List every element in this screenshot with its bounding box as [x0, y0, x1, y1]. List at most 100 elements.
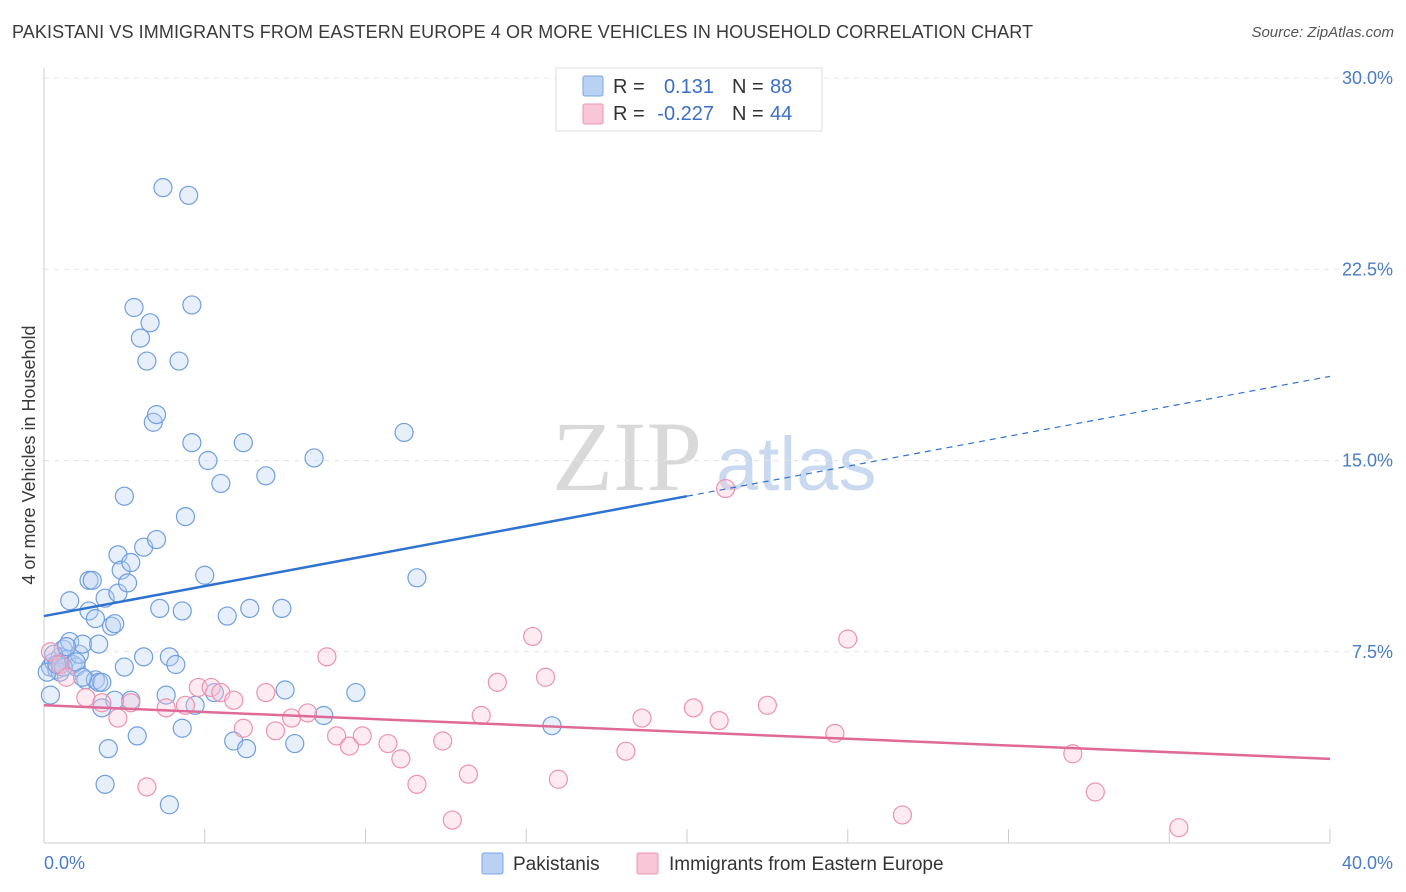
- point-eastern-europe: [616, 741, 636, 761]
- legend-r-label-blue: R =: [613, 76, 645, 98]
- point-pakistanis: [40, 685, 61, 705]
- legend-r-value-blue: 0.131: [664, 76, 714, 98]
- point-pakistanis: [124, 297, 144, 318]
- point-pakistanis: [85, 608, 106, 629]
- point-eastern-europe: [442, 810, 462, 830]
- point-eastern-europe: [471, 705, 491, 726]
- trend-lines: [43, 375, 1331, 761]
- bottom-legend-label-eastern-europe: Immigrants from Eastern Europe: [669, 854, 944, 875]
- point-pakistanis: [140, 313, 160, 333]
- point-eastern-europe: [256, 682, 276, 703]
- point-eastern-europe: [757, 695, 777, 715]
- point-pakistanis: [60, 591, 80, 611]
- point-pakistanis: [172, 601, 192, 621]
- point-pakistanis: [121, 552, 141, 573]
- point-pakistanis: [233, 433, 253, 453]
- stats-legend: R = 0.131 N = 88 R = -0.227 N = 44: [555, 67, 823, 132]
- point-pakistanis: [182, 433, 202, 453]
- legend-r-label-pink: R =: [613, 103, 645, 125]
- point-eastern-europe: [233, 718, 253, 738]
- legend-swatch-pink: [582, 103, 604, 125]
- point-pakistanis: [166, 654, 186, 675]
- point-pakistanis: [98, 739, 118, 759]
- point-eastern-europe: [548, 769, 569, 789]
- point-pakistanis: [72, 667, 93, 687]
- point-eastern-europe: [1169, 818, 1189, 838]
- point-pakistanis: [127, 726, 147, 746]
- bottom-legend-label-pakistanis: Pakistanis: [513, 854, 600, 875]
- point-eastern-europe: [1085, 782, 1105, 802]
- y-tick-label: 30.0%: [1342, 68, 1393, 88]
- series-pakistanis: [37, 178, 562, 815]
- point-eastern-europe: [632, 708, 652, 728]
- point-pakistanis: [72, 634, 93, 654]
- point-pakistanis: [146, 405, 167, 425]
- point-eastern-europe: [352, 726, 372, 746]
- point-eastern-europe: [683, 698, 704, 718]
- x-ticks: [204, 829, 1331, 843]
- point-pakistanis: [137, 351, 157, 371]
- point-pakistanis: [130, 328, 151, 348]
- point-pakistanis: [394, 422, 414, 443]
- point-eastern-europe: [715, 478, 736, 499]
- point-eastern-europe: [281, 708, 302, 728]
- legend-n-label-pink: N =: [732, 103, 764, 125]
- point-pakistanis: [117, 573, 138, 593]
- point-pakistanis: [82, 570, 102, 590]
- grid-lines: [44, 77, 1393, 653]
- point-pakistanis: [172, 718, 192, 738]
- y-tick-label: 7.5%: [1352, 642, 1393, 662]
- trend-line-eastern-europe: [43, 704, 1331, 761]
- point-pakistanis: [114, 486, 134, 506]
- legend-n-value-pink: 44: [770, 103, 792, 125]
- point-eastern-europe: [838, 629, 858, 649]
- point-pakistanis: [89, 634, 109, 654]
- point-pakistanis: [275, 680, 295, 700]
- point-pakistanis: [240, 598, 260, 619]
- point-pakistanis: [198, 450, 218, 471]
- trend-line-pakistanis: [43, 494, 688, 618]
- point-eastern-europe: [108, 708, 128, 728]
- point-pakistanis: [175, 506, 196, 527]
- point-eastern-europe: [458, 764, 478, 784]
- legend-r-value-pink: -0.227: [657, 103, 714, 125]
- point-eastern-europe: [76, 688, 96, 708]
- point-eastern-europe: [121, 693, 141, 713]
- point-eastern-europe: [224, 690, 244, 710]
- point-eastern-europe: [201, 677, 221, 698]
- point-pakistanis: [272, 598, 292, 619]
- point-pakistanis: [150, 598, 170, 619]
- point-eastern-europe: [298, 703, 318, 723]
- point-pakistanis: [153, 178, 173, 198]
- point-pakistanis: [407, 568, 427, 588]
- point-eastern-europe: [156, 698, 176, 718]
- point-pakistanis: [195, 565, 215, 585]
- point-eastern-europe: [56, 667, 77, 687]
- point-pakistanis: [236, 739, 257, 759]
- point-pakistanis: [346, 682, 366, 703]
- point-pakistanis: [146, 529, 167, 550]
- point-eastern-europe: [433, 731, 453, 751]
- point-eastern-europe: [326, 726, 347, 746]
- point-pakistanis: [217, 606, 237, 626]
- point-pakistanis: [256, 466, 276, 486]
- y-tick-label: 15.0%: [1342, 451, 1393, 471]
- point-pakistanis: [114, 657, 134, 677]
- point-eastern-europe: [709, 710, 729, 731]
- x-tick-label-max: 40.0%: [1342, 853, 1393, 873]
- legend-swatch-blue: [582, 75, 604, 97]
- point-eastern-europe: [892, 805, 913, 825]
- point-pakistanis: [159, 647, 179, 667]
- point-eastern-europe: [523, 626, 543, 647]
- point-pakistanis: [134, 647, 154, 667]
- point-eastern-europe: [535, 667, 556, 687]
- point-eastern-europe: [339, 736, 360, 756]
- point-pakistanis: [101, 616, 122, 636]
- series-legend: Pakistanis Immigrants from Eastern Europ…: [481, 852, 944, 875]
- point-pakistanis: [56, 637, 77, 657]
- watermark-atlas: atlas: [716, 422, 877, 507]
- point-pakistanis: [92, 672, 112, 692]
- y-axis-label: 4 or more Vehicles in Household: [19, 325, 39, 584]
- point-eastern-europe: [487, 672, 507, 692]
